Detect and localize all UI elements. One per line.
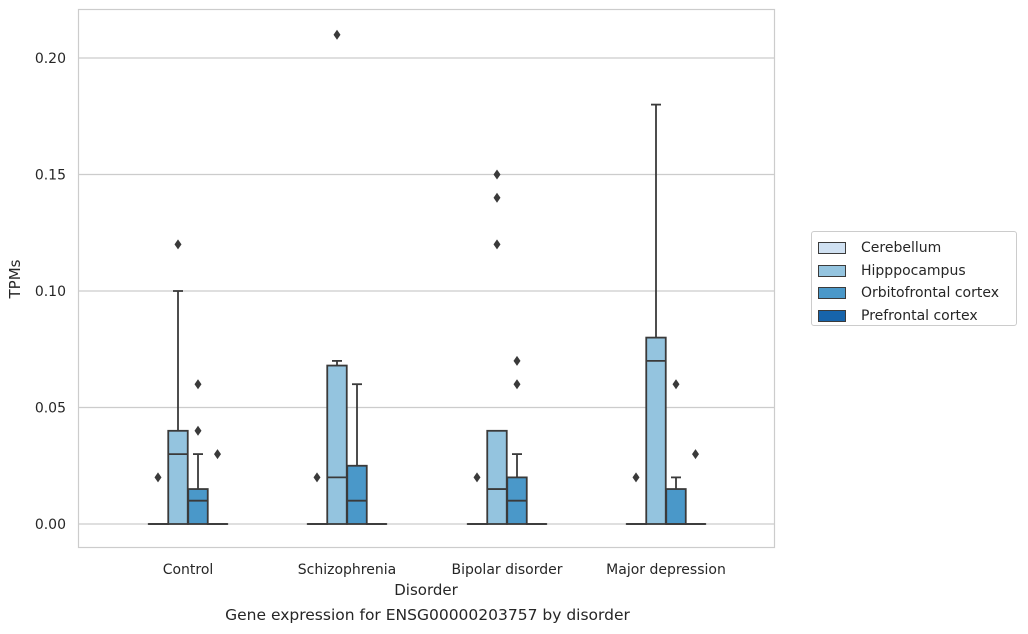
box-group: [506, 355, 528, 525]
box: [665, 488, 687, 525]
x-tick-labels: Control Schizophrenia Bipolar disorder Majo…: [163, 562, 726, 578]
legend-label: Hipppocampus: [861, 262, 966, 279]
box-group: [665, 379, 687, 525]
cerebellum-fliers: [473, 472, 481, 483]
x-tick-label: Major depression: [606, 562, 726, 578]
outlier-point: [513, 355, 521, 366]
boxes: [147, 29, 707, 525]
legend: Cerebellum Hipppocampus Orbitofrontal cort…: [811, 231, 1017, 326]
legend-label: Orbitofrontal cortex: [861, 285, 999, 302]
box: [346, 464, 368, 525]
cerebellum-fliers: [632, 472, 640, 483]
y-tick-labels: 0.00 0.05 0.10 0.15 0.20: [35, 51, 66, 533]
x-axis-label: Disorder: [394, 581, 458, 599]
plot-area-frame: [77, 8, 776, 549]
legend-swatch: [818, 242, 846, 255]
outlier-point: [493, 192, 501, 203]
legend-label: Cerebellum: [861, 240, 942, 257]
legend-label: Prefrontal cortex: [861, 307, 978, 324]
y-tick-label: 0.05: [35, 401, 66, 417]
legend-item: Prefrontal cortex: [818, 305, 1016, 328]
legend-item: Orbitofrontal cortex: [818, 282, 1016, 305]
outlier-point: [194, 379, 202, 390]
box-group: [326, 29, 348, 525]
box: [486, 429, 508, 525]
cerebellum-fliers: [313, 472, 321, 483]
outlier-point: [493, 169, 501, 180]
box: [326, 364, 348, 525]
legend-swatch: [818, 309, 846, 322]
box: [645, 336, 667, 525]
x-tick-label: Control: [163, 562, 214, 578]
outlier-point: [692, 449, 699, 460]
y-tick-label: 0.00: [35, 517, 66, 533]
outlier-point: [174, 239, 182, 250]
outlier-point: [214, 449, 221, 460]
box: [167, 429, 189, 525]
outlier-point: [154, 472, 162, 483]
legend-item: Cerebellum: [818, 237, 1016, 260]
outlier-point: [632, 472, 640, 483]
outlier-point: [493, 239, 501, 250]
outlier-point: [313, 472, 321, 483]
y-axis-label: TPMs: [6, 259, 24, 299]
box-group: [684, 449, 707, 525]
y-tick-label: 0.15: [35, 168, 66, 184]
x-tick-label: Bipolar disorder: [451, 562, 562, 578]
outlier-point: [473, 472, 481, 483]
box-group: [167, 239, 189, 525]
legend-item: Hipppocampus: [818, 260, 1016, 283]
box-group: [187, 379, 209, 525]
legend-swatch: [818, 264, 846, 277]
box-group: [486, 169, 508, 525]
x-tick-label: Schizophrenia: [298, 562, 396, 578]
box: [187, 488, 209, 525]
box-group: [645, 103, 667, 525]
outlier-point: [672, 379, 680, 390]
outlier-point: [333, 29, 341, 40]
outlier-point: [513, 379, 521, 390]
box-group: [346, 383, 368, 525]
y-tick-label: 0.20: [35, 51, 66, 67]
chart-caption: Gene expression for ENSG00000203757 by d…: [225, 606, 630, 624]
legend-swatch: [818, 287, 846, 300]
cerebellum-fliers: [154, 472, 162, 483]
outlier-point: [194, 425, 202, 436]
y-tick-label: 0.10: [35, 284, 66, 300]
box-group: [206, 449, 229, 525]
